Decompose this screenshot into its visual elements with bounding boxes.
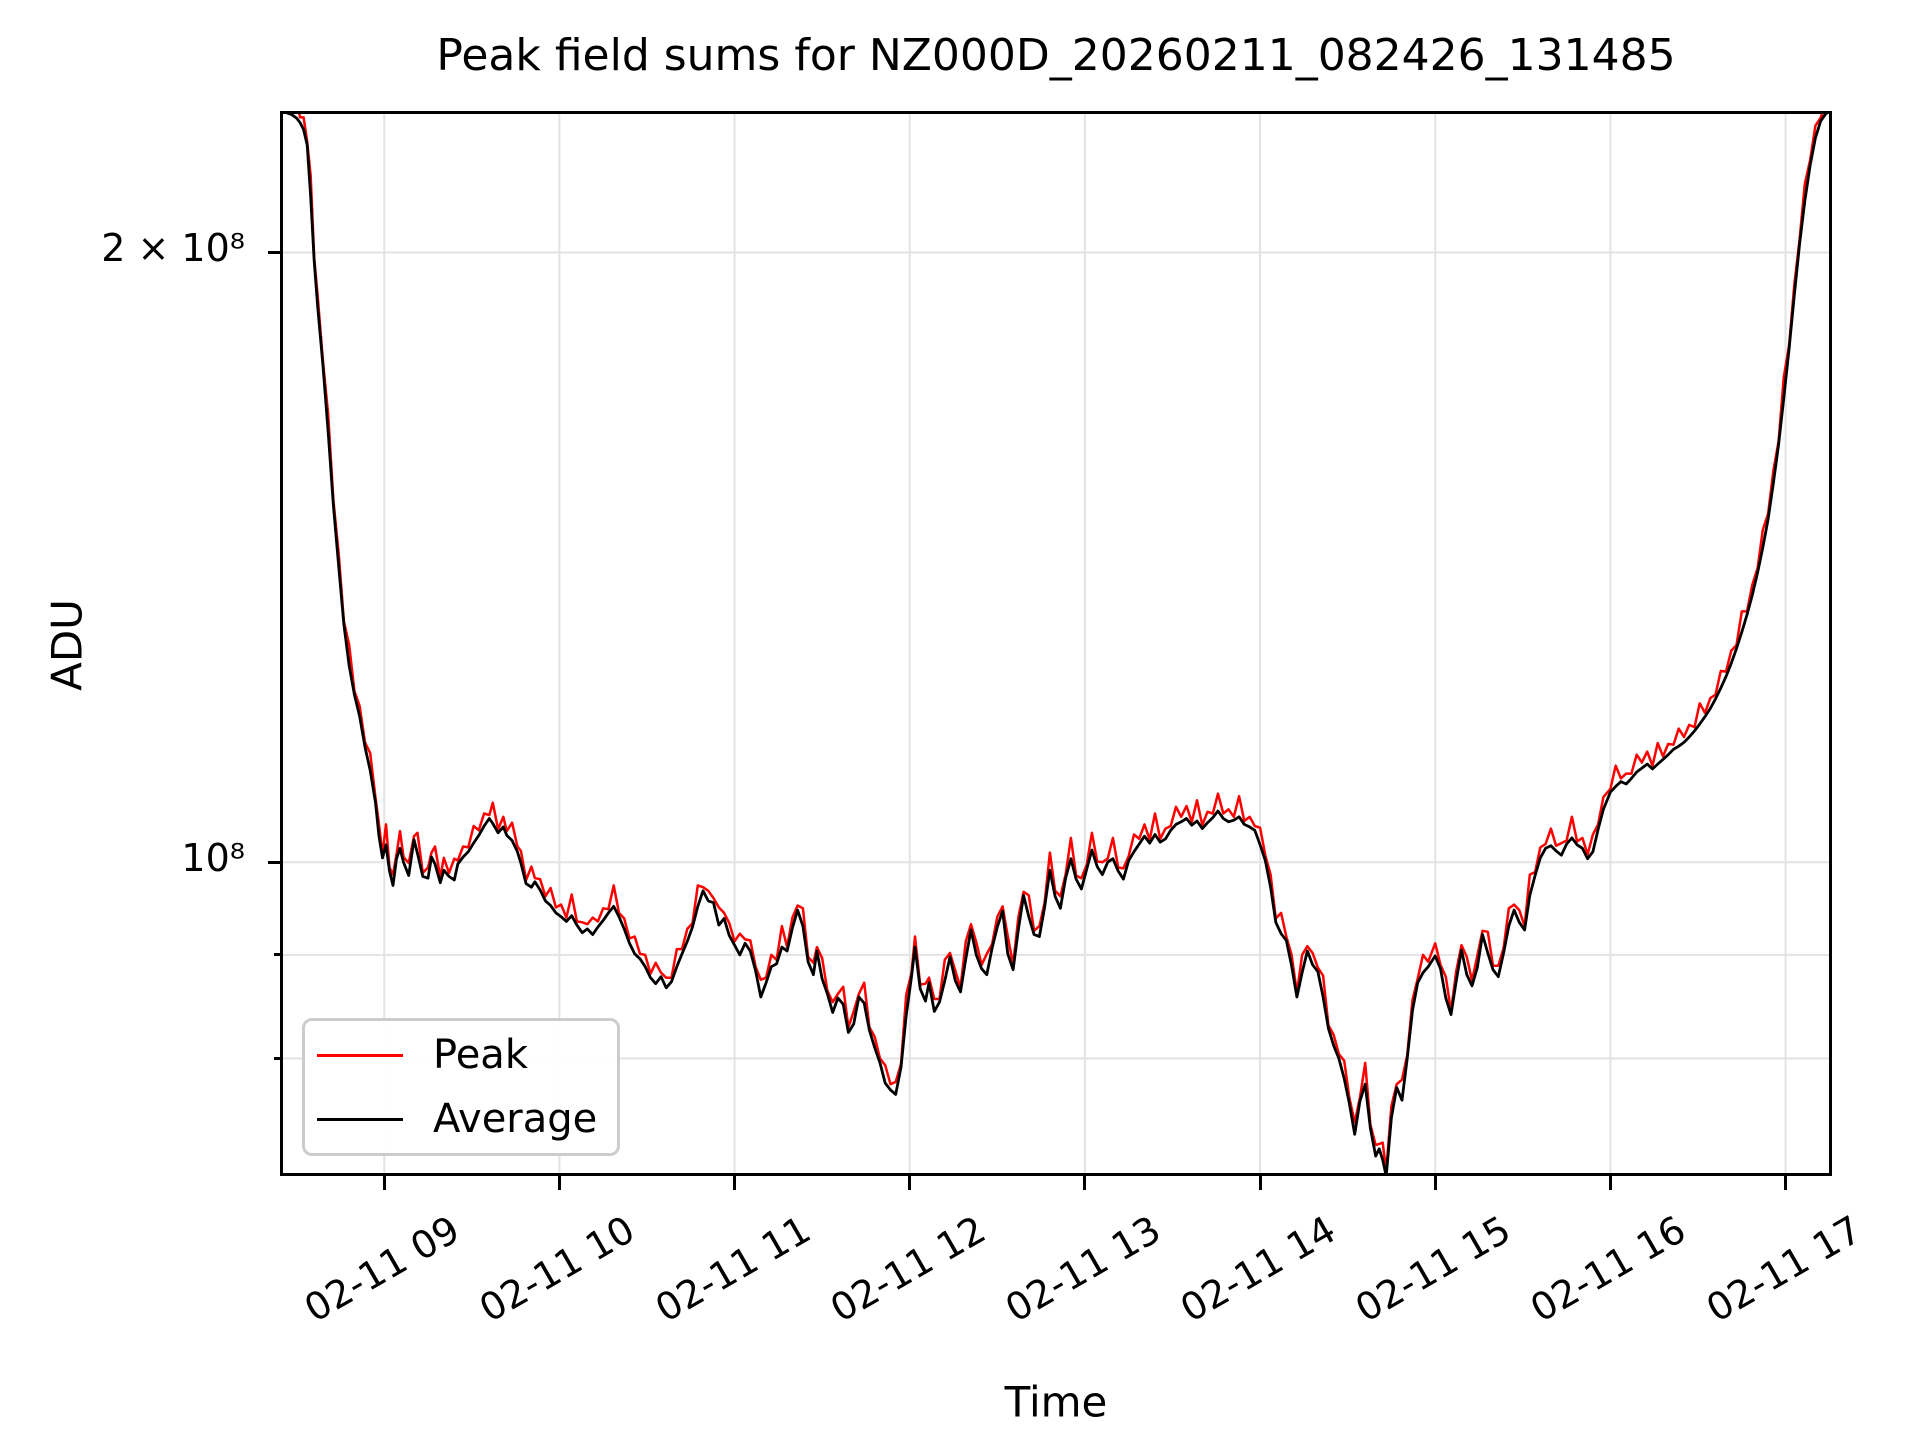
peak-line-swatch (317, 1053, 403, 1057)
legend-label-average: Average (433, 1096, 598, 1142)
legend-item-average: Average (305, 1087, 617, 1151)
x-tick-label: 02-11 15 (1348, 1207, 1519, 1331)
x-tick-label: 02-11 12 (822, 1207, 993, 1331)
series-line-average (280, 111, 1832, 1176)
x-tick-label: 02-11 10 (472, 1207, 643, 1331)
legend-item-peak: Peak (305, 1023, 617, 1087)
x-tickmark (1784, 1174, 1788, 1190)
x-tick-label: 02-11 13 (997, 1207, 1168, 1331)
plot-spines (280, 111, 1832, 1176)
legend-label-peak: Peak (433, 1032, 528, 1078)
x-tickmark (557, 1174, 561, 1190)
x-tickmark (1258, 1174, 1262, 1190)
y-tickmark (268, 860, 282, 864)
x-tick-label: 02-11 09 (297, 1207, 468, 1331)
y-axis-label: ADU (42, 599, 92, 691)
y-tickmark (274, 1057, 282, 1061)
x-tick-label: 02-11 11 (647, 1207, 818, 1331)
x-tick-label: 02-11 17 (1698, 1207, 1869, 1331)
average-line-swatch (317, 1117, 403, 1121)
legend: Peak Average (302, 1018, 620, 1156)
x-tickmark (733, 1174, 737, 1190)
x-tickmark (1083, 1174, 1087, 1190)
plot-area (280, 111, 1832, 1176)
y-tick-label: 2 × 10⁸ (101, 226, 245, 271)
y-tick-label: 10⁸ (181, 836, 245, 881)
x-tick-label: 02-11 14 (1173, 1207, 1344, 1331)
x-tickmark (1608, 1174, 1612, 1190)
x-tick-label: 02-11 16 (1523, 1207, 1694, 1331)
x-tickmark (908, 1174, 912, 1190)
y-tickmark (268, 250, 282, 254)
x-tickmark (382, 1174, 386, 1190)
chart-canvas (280, 111, 1832, 1176)
x-axis-label: Time (1004, 1377, 1108, 1427)
y-tickmark (274, 953, 282, 957)
series-line-peak (290, 111, 1825, 1173)
chart-title: Peak field sums for NZ000D_20260211_0824… (436, 30, 1676, 81)
x-tickmark (1433, 1174, 1437, 1190)
